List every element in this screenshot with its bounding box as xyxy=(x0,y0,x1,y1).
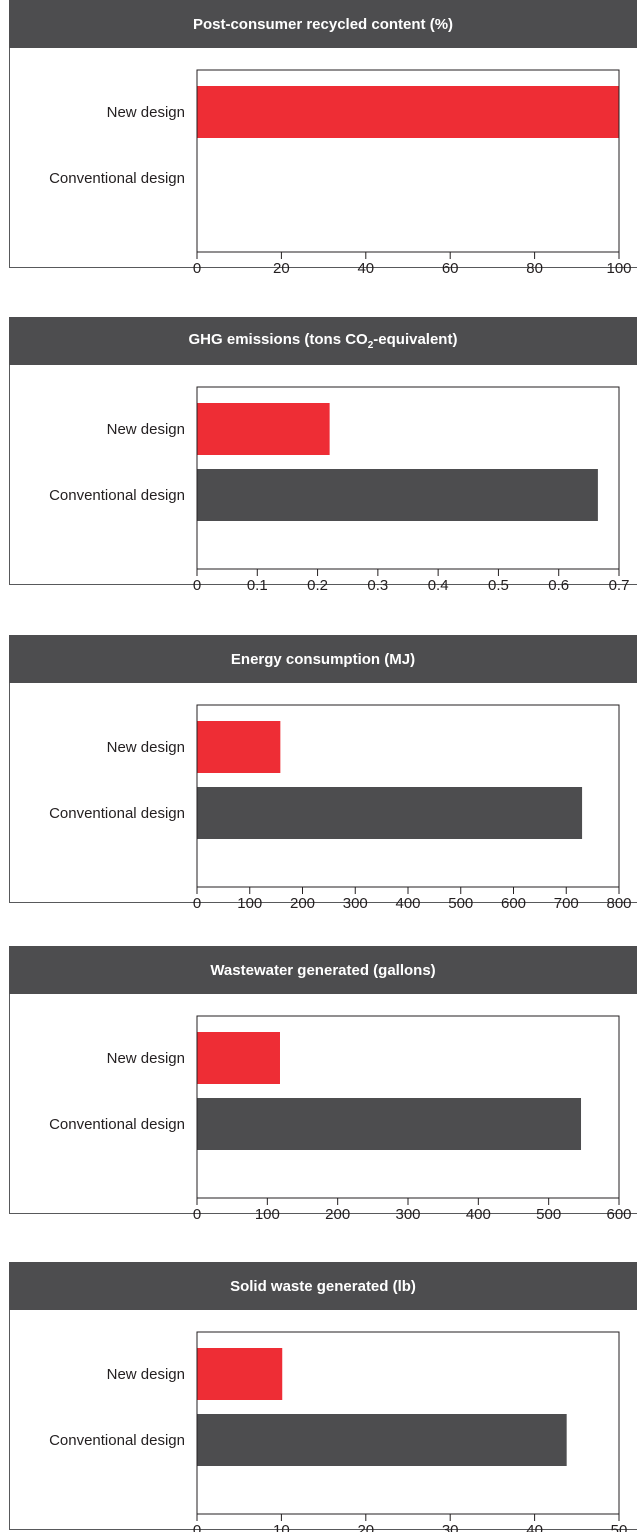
bar-chart-energy-consumption: New design Conventional design 0 100 200 300 4… xyxy=(49,704,632,912)
x-tick-label: 40 xyxy=(357,260,374,277)
bar-new-design xyxy=(197,721,281,773)
x-tick-label: 600 xyxy=(606,1206,631,1223)
plot-frame xyxy=(196,69,620,253)
x-tick-label: 500 xyxy=(448,895,473,912)
x-tick-label: 0 xyxy=(193,577,201,594)
bar-chart-ghg-emissions: New design Conventional design 0 0.1 0.2 0.3 0… xyxy=(49,386,629,594)
category-label: New design xyxy=(107,1050,185,1067)
x-tick-label: 100 xyxy=(237,895,262,912)
category-label: New design xyxy=(107,739,185,756)
category-label: Conventional design xyxy=(49,1116,185,1133)
chart-title-bar: Solid waste generated (lb) xyxy=(9,1262,637,1310)
chart-title-bar: GHG emissions (tons CO2-equivalent) xyxy=(9,317,637,365)
x-tick-label: 0 xyxy=(193,895,201,912)
category-label: Conventional design xyxy=(49,170,185,187)
bar-chart-recycled-content: New design Conventional design 0 20 40 60 80 10… xyxy=(49,69,632,277)
x-tick-label: 0.3 xyxy=(367,577,388,594)
bar-conventional-design xyxy=(197,1098,582,1150)
x-tick-label: 60 xyxy=(442,260,459,277)
chart-title: GHG emissions (tons CO2-equivalent) xyxy=(189,331,458,351)
chart-title: Post-consumer recycled content (%) xyxy=(192,15,454,33)
x-tick-label: 40 xyxy=(526,1522,543,1532)
plot-frame xyxy=(196,386,620,570)
x-tick-label: 80 xyxy=(526,260,543,277)
x-tick-label: 20 xyxy=(357,1522,374,1532)
category-label: New design xyxy=(107,1366,185,1383)
x-tick-label: 0.7 xyxy=(609,577,630,594)
x-tick-label: 100 xyxy=(606,260,631,277)
plot-frame xyxy=(196,1331,620,1515)
x-tick-label: 0 xyxy=(193,1522,201,1532)
bar-new-design xyxy=(197,1348,283,1400)
chart-panel-recycled-content: Post-consumer recycled content (%) New d… xyxy=(9,0,637,277)
chart-title: Wastewater generated (gallons) xyxy=(210,961,436,979)
chart-panel-energy-consumption: Energy consumption (MJ) New design Conven… xyxy=(9,635,637,912)
chart-panel-solid-waste: Solid waste generated (lb) New design Con… xyxy=(9,1262,637,1532)
bar-conventional-design xyxy=(197,469,598,521)
bar-new-design xyxy=(197,86,619,138)
x-tick-label: 700 xyxy=(554,895,579,912)
chart-body xyxy=(9,994,637,1214)
bar-chart-solid-waste: New design Conventional design 0 10 20 30 40 50 xyxy=(49,1331,628,1532)
chart-body xyxy=(9,1310,637,1530)
x-tick-label: 0 xyxy=(193,1206,201,1223)
x-tick-label: 0.2 xyxy=(307,577,328,594)
category-label: New design xyxy=(107,104,185,121)
bar-new-design xyxy=(197,1032,280,1084)
category-label: Conventional design xyxy=(49,1432,185,1449)
x-tick-label: 10 xyxy=(273,1522,290,1532)
x-tick-label: 50 xyxy=(611,1522,628,1532)
chart-title-suffix: -equivalent) xyxy=(373,331,458,348)
chart-title-bar: Post-consumer recycled content (%) xyxy=(9,0,637,48)
chart-panel-ghg-emissions: GHG emissions (tons CO2-equivalent) New … xyxy=(9,317,637,594)
x-tick-label: 0.5 xyxy=(488,577,509,594)
chart-title-bar: Wastewater generated (gallons) xyxy=(9,946,637,994)
chart-body xyxy=(9,48,637,268)
x-tick-label: 0.1 xyxy=(247,577,268,594)
chart-title-subscript: 2 xyxy=(367,340,374,351)
x-tick-label: 0.6 xyxy=(548,577,569,594)
x-tick-label: 0.4 xyxy=(428,577,449,594)
x-tick-label: 500 xyxy=(536,1206,561,1223)
chart-body xyxy=(9,683,637,903)
bar-chart-wastewater: New design Conventional design 0 100 200 300 4… xyxy=(49,1015,632,1223)
chart-title-bar: Energy consumption (MJ) xyxy=(9,635,637,683)
x-tick-label: 600 xyxy=(501,895,526,912)
x-tick-label: 300 xyxy=(343,895,368,912)
x-tick-label: 30 xyxy=(442,1522,459,1532)
x-tick-label: 100 xyxy=(255,1206,280,1223)
x-tick-label: 20 xyxy=(273,260,290,277)
chart-title-main: GHG emissions (tons CO xyxy=(188,331,368,348)
x-tick-label: 0 xyxy=(193,260,201,277)
x-tick-label: 200 xyxy=(290,895,315,912)
x-tick-label: 400 xyxy=(395,895,420,912)
chart-body xyxy=(9,365,637,585)
category-label: Conventional design xyxy=(49,805,185,822)
category-label: Conventional design xyxy=(49,487,185,504)
x-tick-label: 300 xyxy=(395,1206,420,1223)
x-tick-label: 400 xyxy=(466,1206,491,1223)
bar-new-design xyxy=(197,403,330,455)
chart-title: Energy consumption (MJ) xyxy=(230,650,416,668)
x-tick-label: 200 xyxy=(325,1206,350,1223)
bar-conventional-design xyxy=(197,787,583,839)
x-tick-label: 800 xyxy=(606,895,631,912)
bar-conventional-design xyxy=(197,1414,567,1466)
chart-title: Solid waste generated (lb) xyxy=(230,1277,416,1295)
category-label: New design xyxy=(107,421,185,438)
chart-panel-wastewater: Wastewater generated (gallons) New desig… xyxy=(9,946,637,1223)
